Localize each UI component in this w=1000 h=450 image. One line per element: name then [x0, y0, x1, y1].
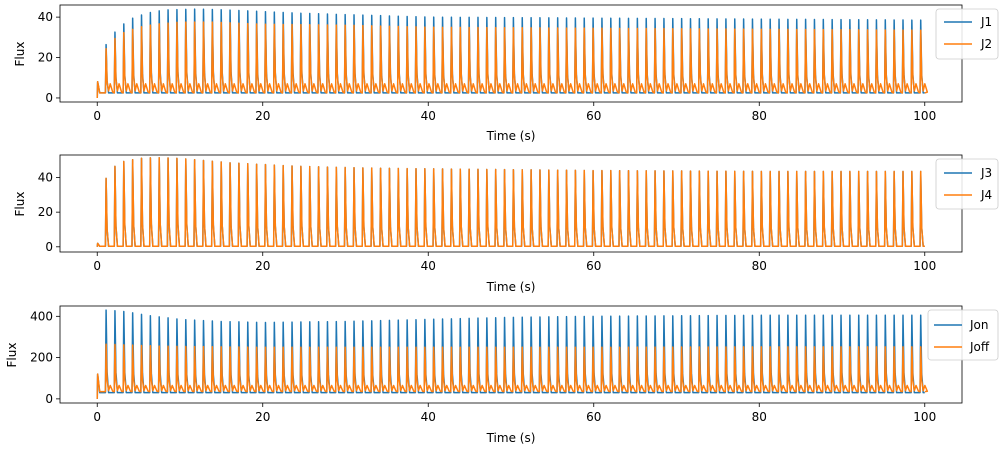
- legend-label-j3: J3: [980, 166, 992, 180]
- legend-box: [935, 158, 999, 210]
- y-tick-label: 0: [45, 240, 53, 254]
- plot-lines: [96, 8, 929, 98]
- series-line-joff: [96, 343, 929, 399]
- x-axis-label: Time (s): [486, 431, 536, 445]
- y-tick-label: 0: [45, 392, 53, 406]
- y-tick-label: 20: [38, 51, 53, 65]
- x-tick-label: 100: [913, 259, 936, 273]
- x-tick-label: 100: [913, 410, 936, 424]
- x-tick-label: 100: [913, 109, 936, 123]
- legend-label-j1: J1: [980, 15, 992, 29]
- x-ticks: 0 20 40 60 80 100: [93, 102, 936, 123]
- legend-label-joff: Joff: [969, 340, 990, 354]
- legend: J3 J4: [935, 158, 999, 210]
- x-axis-label: Time (s): [486, 280, 536, 294]
- x-tick-label: 60: [586, 259, 601, 273]
- legend-label-j2: J2: [980, 37, 992, 51]
- x-tick-label: 0: [93, 259, 101, 273]
- y-axis-label: Flux: [13, 192, 27, 217]
- subplot-j1-j2: 0 20 40 60 80 100 0 20 40 Time (s) Flux J1 J2: [13, 4, 999, 143]
- x-tick-label: 60: [586, 410, 601, 424]
- y-axis-label: Flux: [5, 343, 19, 368]
- x-tick-label: 20: [255, 259, 270, 273]
- x-tick-label: 20: [255, 410, 270, 424]
- x-tick-label: 60: [586, 109, 601, 123]
- x-tick-label: 40: [421, 109, 436, 123]
- y-tick-label: 400: [30, 309, 53, 323]
- subplot-j3-j4: 0 20 40 60 80 100 0 20 40 Time (s) Flux J3 J4: [13, 154, 999, 294]
- y-ticks: 0 20 40: [38, 10, 60, 105]
- y-tick-label: 0: [45, 91, 53, 105]
- x-ticks: 0 20 40 60 80 100: [93, 252, 936, 273]
- y-tick-label: 40: [38, 10, 53, 24]
- legend-label-jon: Jon: [969, 318, 989, 332]
- series-line-j4: [96, 156, 925, 248]
- plot-lines: [96, 309, 929, 399]
- x-tick-label: 40: [421, 259, 436, 273]
- y-tick-label: 200: [30, 351, 53, 365]
- subplot-jon-joff: 0 20 40 60 80 100 0 200 400 Time (s) Flux Jon J…: [5, 305, 999, 445]
- y-ticks: 0 200 400: [30, 309, 60, 406]
- y-tick-label: 20: [38, 205, 53, 219]
- legend: J1 J2: [935, 8, 999, 60]
- x-tick-label: 40: [421, 410, 436, 424]
- plot-lines: [96, 156, 925, 248]
- legend: Jon Joff: [927, 309, 999, 361]
- x-axis-label: Time (s): [486, 129, 536, 143]
- x-tick-label: 0: [93, 410, 101, 424]
- y-tick-label: 40: [38, 171, 53, 185]
- x-tick-label: 0: [93, 109, 101, 123]
- x-tick-label: 80: [752, 109, 767, 123]
- y-ticks: 0 20 40: [38, 171, 60, 254]
- x-tick-label: 20: [255, 109, 270, 123]
- series-line-j2: [96, 21, 929, 98]
- y-axis-label: Flux: [13, 42, 27, 67]
- x-tick-label: 80: [752, 410, 767, 424]
- legend-label-j4: J4: [980, 188, 992, 202]
- x-tick-label: 80: [752, 259, 767, 273]
- x-ticks: 0 20 40 60 80 100: [93, 403, 936, 424]
